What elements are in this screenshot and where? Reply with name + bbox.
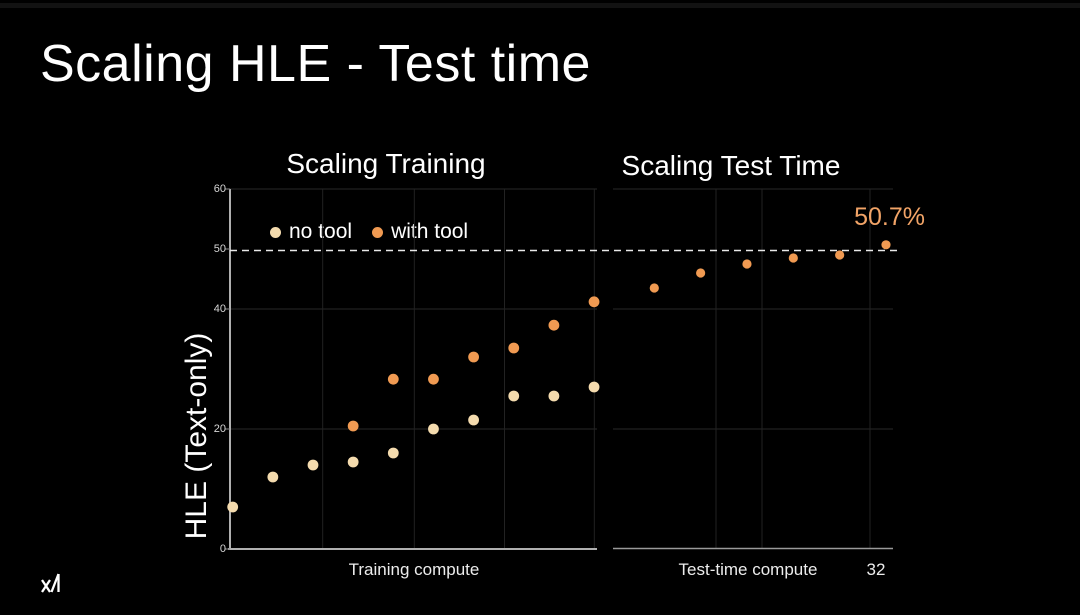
data-point <box>548 390 560 402</box>
left-x-axis-label: Training compute <box>348 560 480 579</box>
y-tick-label: 50 <box>213 243 226 255</box>
data-point <box>428 423 439 435</box>
data-point <box>307 459 319 471</box>
data-point <box>588 381 600 393</box>
data-point <box>227 501 239 513</box>
data-point <box>387 447 399 459</box>
y-tick-label: 0 <box>219 543 226 555</box>
data-point <box>788 253 798 263</box>
data-point <box>588 296 600 308</box>
data-point <box>881 240 891 250</box>
data-point <box>468 351 479 363</box>
legend-label: no tool <box>289 220 353 243</box>
data-point <box>835 250 845 260</box>
legend-item-no-tool: no tool <box>270 220 352 244</box>
x-tick-32: 32 <box>866 560 886 579</box>
data-point <box>347 456 359 468</box>
right-chart-title: Scaling Test Time <box>621 150 841 181</box>
left-chart-title: Scaling Training <box>286 148 486 179</box>
top-edge-strip <box>0 3 1080 8</box>
chart-legend: no tool with tool <box>270 220 468 244</box>
data-point <box>696 268 706 278</box>
slide-title: Scaling HLE - Test time <box>40 35 591 93</box>
no-tool-dot-icon <box>270 226 281 238</box>
data-point <box>428 373 439 385</box>
score-annotation: 50.7% <box>854 203 925 231</box>
y-tick-label: 40 <box>213 303 226 315</box>
y-tick-label: 20 <box>213 423 226 435</box>
data-point <box>508 342 520 354</box>
data-point <box>508 390 520 402</box>
data-point <box>347 420 359 432</box>
data-point <box>468 414 479 426</box>
data-point <box>548 319 560 331</box>
legend-item-with-tool: with tool <box>372 220 468 244</box>
xai-logo-icon <box>41 573 60 593</box>
data-point <box>742 259 752 269</box>
y-tick-label: 60 <box>213 183 226 195</box>
with-tool-dot-icon <box>372 226 384 238</box>
data-point <box>649 283 659 293</box>
right-x-axis-label: Test-time compute <box>678 560 818 579</box>
legend-label: with tool <box>391 220 469 243</box>
data-point <box>387 373 399 385</box>
data-point <box>267 471 279 483</box>
